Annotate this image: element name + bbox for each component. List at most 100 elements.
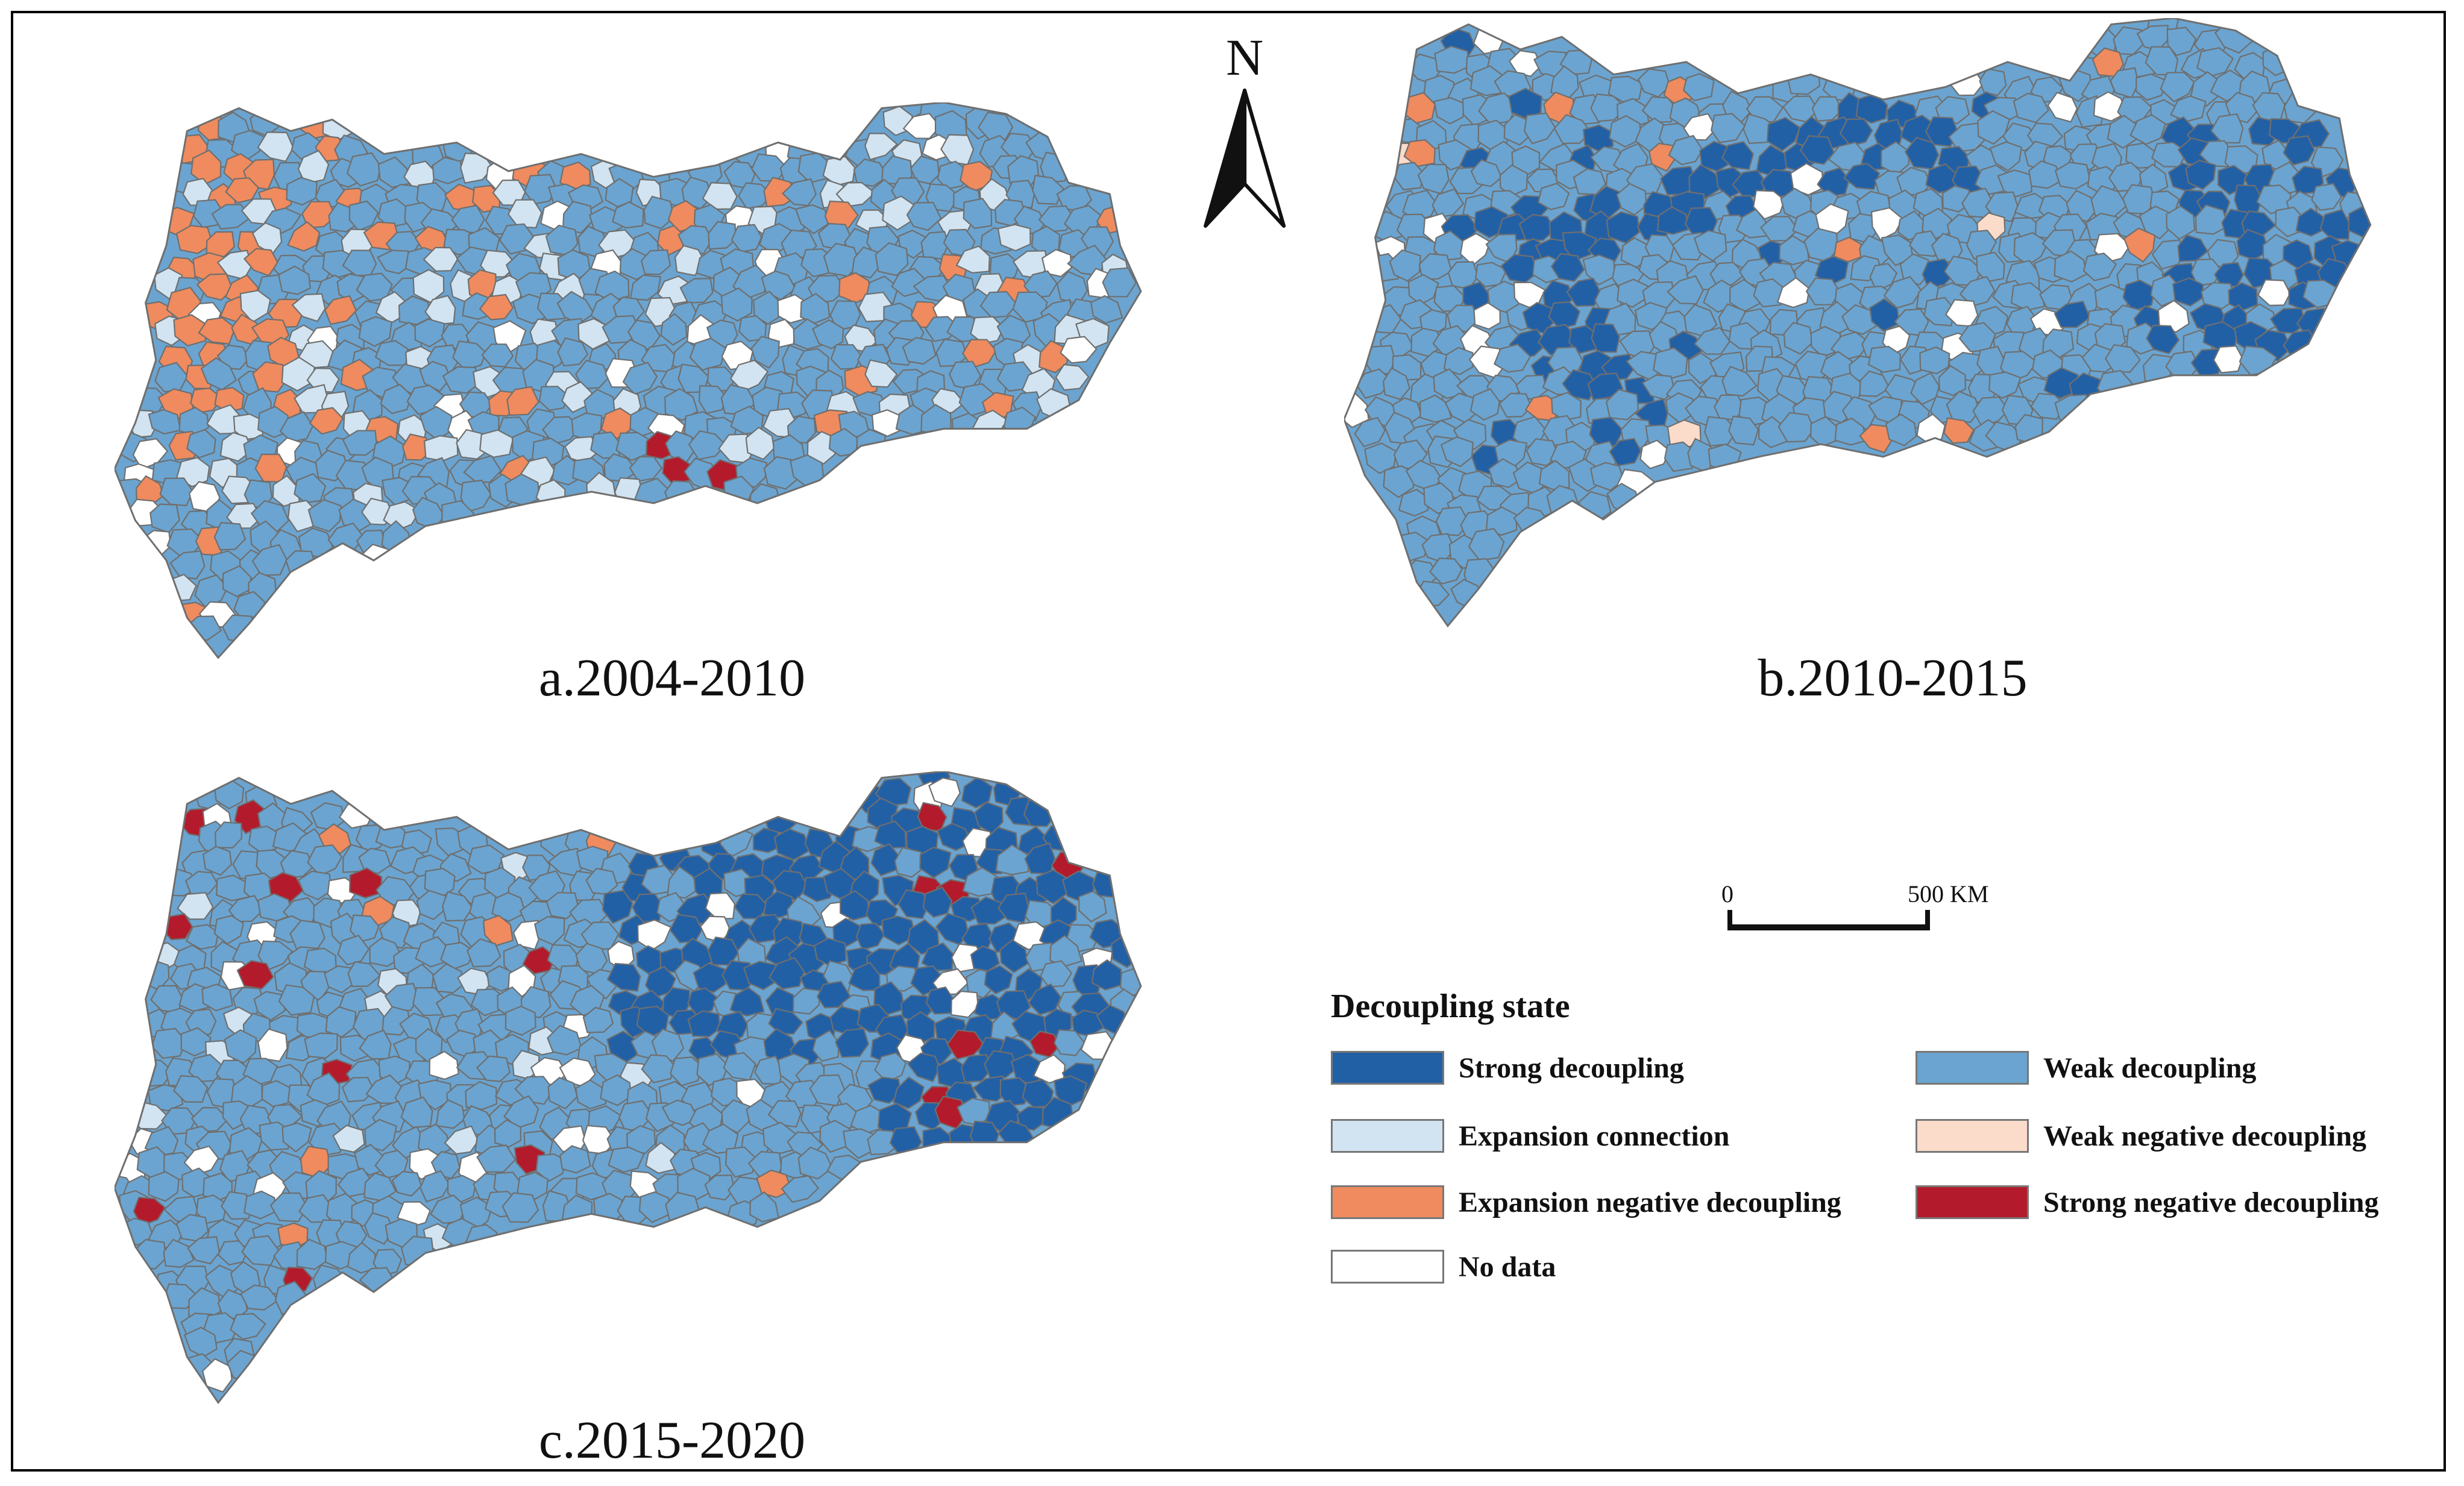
county <box>506 386 539 416</box>
county <box>1652 347 1688 380</box>
county <box>1664 441 1696 472</box>
county <box>1537 183 1570 210</box>
county <box>1056 271 1088 306</box>
county <box>483 915 514 947</box>
county <box>1028 983 1062 1015</box>
legend-item-weak-negative-decoupling: Weak negative decoupling <box>1916 1118 2366 1154</box>
county <box>230 130 266 161</box>
county <box>781 1175 820 1203</box>
county <box>660 313 688 346</box>
county <box>225 503 262 529</box>
county <box>400 1096 433 1129</box>
county <box>479 429 514 458</box>
county <box>1060 336 1098 364</box>
north-arrow-icon <box>1204 89 1286 228</box>
panel-label-a: a.2004-2010 <box>538 649 806 707</box>
legend-item-strong-negative-decoupling: Strong negative decoupling <box>1916 1184 2379 1220</box>
county <box>358 316 393 347</box>
county <box>2228 282 2258 312</box>
legend-swatch <box>1331 1119 1444 1153</box>
county <box>1605 389 1639 421</box>
county <box>177 892 214 920</box>
county <box>452 340 487 371</box>
county <box>1538 460 1570 491</box>
legend-title: Decoupling state <box>1331 988 1570 1025</box>
county <box>1641 374 1676 401</box>
legend-label: Weak negative decoupling <box>2043 1120 2367 1152</box>
county <box>936 823 972 851</box>
county <box>252 361 289 393</box>
county <box>1656 206 1689 235</box>
county <box>214 387 245 413</box>
scale-bar: 0 500 KM <box>1718 874 2007 946</box>
county <box>419 360 451 392</box>
county <box>278 984 315 1016</box>
county <box>304 1032 338 1059</box>
county <box>2082 252 2117 281</box>
county <box>377 156 410 189</box>
county <box>1989 141 2022 172</box>
county <box>222 565 252 598</box>
county <box>476 1144 517 1173</box>
county <box>640 249 671 275</box>
county <box>2166 27 2197 57</box>
county <box>414 318 445 348</box>
county <box>257 131 294 163</box>
county <box>1354 416 1386 448</box>
county <box>1041 248 1072 278</box>
county <box>542 416 581 445</box>
county <box>1790 163 1824 196</box>
county <box>902 337 937 365</box>
county <box>186 428 216 459</box>
county <box>1683 113 1717 141</box>
county <box>377 249 411 275</box>
county <box>1078 890 1107 923</box>
county <box>937 160 970 190</box>
county <box>239 289 271 324</box>
county <box>307 498 342 533</box>
county <box>1938 365 1966 397</box>
legend-item-weak-decoupling: Weak decoupling <box>1916 1050 2256 1086</box>
county <box>611 201 644 229</box>
county <box>840 890 870 921</box>
county <box>1443 346 1474 375</box>
panel-label-b: b.2010-2015 <box>1758 649 2028 707</box>
legend-swatch <box>1331 1250 1444 1284</box>
county <box>1090 295 1124 324</box>
map-panel-c <box>115 771 1142 1405</box>
county <box>257 940 294 971</box>
county <box>281 1122 312 1153</box>
county <box>190 1106 229 1132</box>
county <box>626 1124 656 1155</box>
county <box>664 387 699 421</box>
county <box>797 1146 834 1180</box>
county <box>1843 163 1881 190</box>
county <box>203 845 232 876</box>
county <box>834 1027 870 1058</box>
county <box>1102 267 1137 298</box>
county <box>856 428 886 462</box>
region-boundary <box>1344 18 2372 628</box>
county <box>1799 135 1835 165</box>
county <box>874 1052 907 1083</box>
county <box>1049 935 1083 967</box>
scale-bar-line <box>1727 924 1930 930</box>
county <box>606 962 641 992</box>
county <box>183 1145 219 1176</box>
county <box>201 983 233 1012</box>
county <box>629 456 663 482</box>
county <box>704 1174 735 1201</box>
county <box>1616 183 1647 216</box>
county <box>1609 114 1642 148</box>
legend-swatch <box>1331 1185 1444 1219</box>
scale-start-label: 0 <box>1721 880 1733 908</box>
county <box>306 367 340 393</box>
county <box>1383 367 1411 401</box>
county <box>708 221 737 250</box>
county <box>435 1099 465 1129</box>
county <box>2283 135 2315 166</box>
county <box>762 890 795 918</box>
county <box>224 1029 257 1064</box>
map-panel-b <box>1344 18 2372 628</box>
county <box>163 1238 195 1268</box>
